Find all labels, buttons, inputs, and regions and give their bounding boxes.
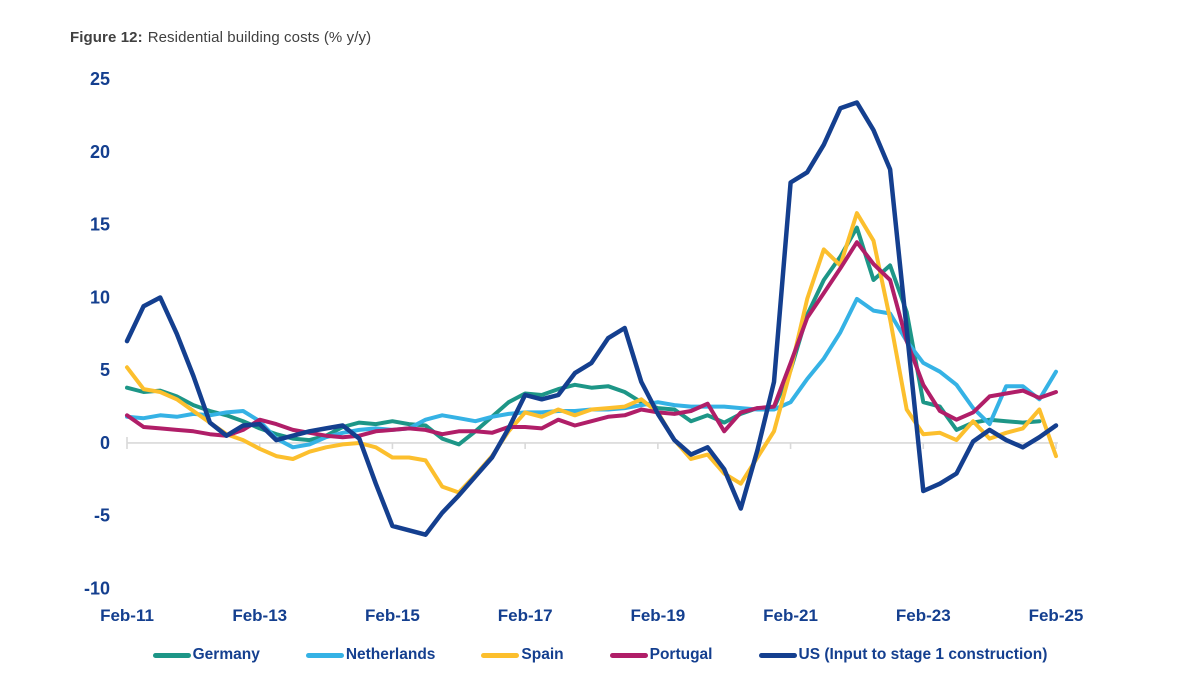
legend-label: Netherlands	[345, 646, 436, 663]
legend-swatch-portugal	[609, 652, 648, 658]
legend-item-us-input-to-stage-1-construction: US (Input to stage 1 construction)	[758, 646, 1048, 664]
legend-label: Spain	[521, 646, 564, 663]
legend-label: US (Input to stage 1 construction)	[798, 646, 1048, 663]
y-axis-label: 0	[100, 433, 110, 453]
x-axis-label: Feb-13	[232, 606, 287, 625]
y-axis-label: -10	[84, 579, 110, 599]
x-axis-label: Feb-11	[100, 606, 154, 625]
legend-item-portugal: Portugal	[609, 646, 713, 664]
series-line-germany	[125, 225, 1042, 447]
y-axis-label: 10	[90, 287, 110, 307]
legend-item-germany: Germany	[152, 646, 260, 664]
x-axis-label: Feb-15	[365, 606, 420, 625]
figure-title-text: Residential building costs (% y/y)	[147, 29, 372, 46]
y-axis-label: 20	[90, 142, 110, 162]
legend-item-spain: Spain	[481, 646, 564, 664]
legend-swatch-us-input-to-stage-1-construction	[758, 652, 797, 658]
figure-title: Figure 12: Residential building costs (% …	[70, 29, 371, 46]
x-axis-label: Feb-17	[498, 606, 553, 625]
series-line-us-input-to-stage-1-construction	[124, 100, 1059, 537]
y-axis-label: 5	[100, 360, 110, 380]
legend-item-netherlands: Netherlands	[305, 646, 436, 664]
series-line-portugal	[125, 240, 1058, 440]
y-axis-label: -5	[94, 506, 110, 526]
legend-label: Portugal	[649, 646, 713, 663]
y-axis-label: 25	[90, 69, 110, 89]
series-line-spain	[125, 211, 1058, 495]
x-axis-label: Feb-25	[1029, 606, 1084, 625]
figure-title-prefix: Figure 12:	[70, 29, 143, 46]
x-axis-label: Feb-21	[763, 606, 818, 625]
legend-swatch-germany	[152, 652, 191, 658]
y-axis-label: 15	[90, 215, 110, 235]
x-axis-label: Feb-19	[630, 606, 685, 625]
legend-label: Germany	[192, 646, 260, 663]
legend-swatch-netherlands	[305, 652, 344, 658]
legend-swatch-spain	[481, 652, 520, 658]
x-axis-label: Feb-23	[896, 606, 951, 625]
chart-legend: Germany Netherlands Spain Portugal US (Input…	[0, 646, 1200, 664]
